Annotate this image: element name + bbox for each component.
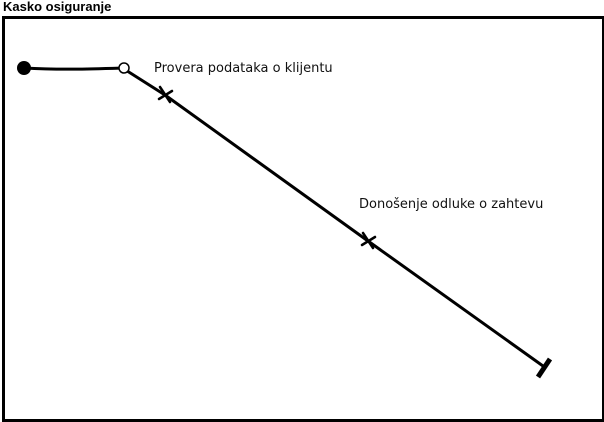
state-1-cross-icon[interactable] [157, 85, 174, 104]
diagram-frame [2, 16, 604, 422]
state-1-label: Provera podataka o klijentu [154, 61, 333, 76]
state-2-label: Donošenje odluke o zahtevu [359, 197, 544, 212]
diagram-title: Kasko osiguranje [3, 0, 112, 14]
end-terminator-icon[interactable] [535, 357, 553, 379]
lead-in-line [22, 66, 125, 71]
transition-marker-icon[interactable] [118, 62, 130, 74]
start-marker-icon[interactable] [17, 61, 31, 75]
state-2-cross-icon[interactable] [360, 231, 377, 250]
progression-line [122, 67, 545, 368]
